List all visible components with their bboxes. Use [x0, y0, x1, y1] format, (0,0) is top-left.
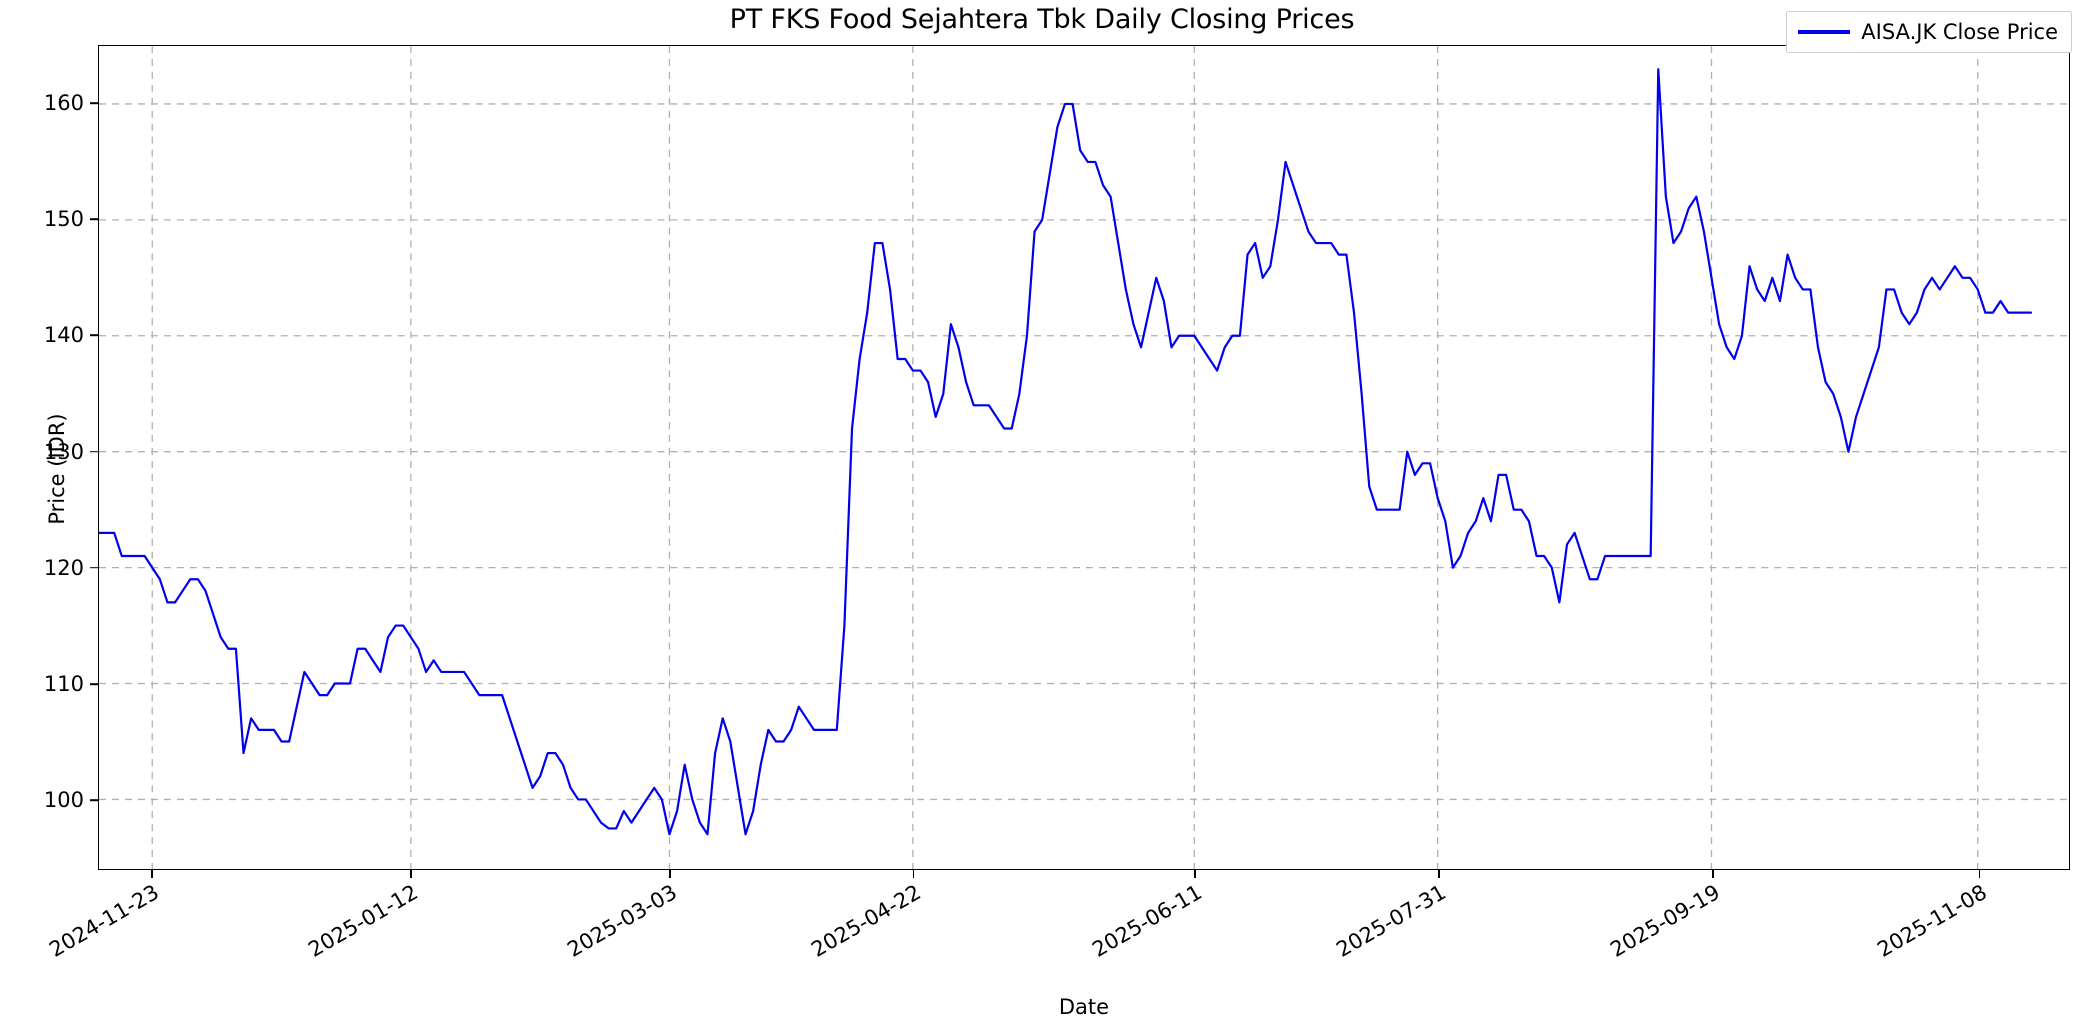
- x-tick-mark: [1712, 870, 1714, 878]
- x-axis-tick-marks: [98, 870, 2070, 880]
- x-tick-label: 2025-07-31: [1332, 880, 1451, 962]
- x-tick-label: 2024-11-23: [45, 880, 164, 962]
- y-tick-label: 160: [43, 91, 84, 116]
- x-tick-label: 2025-01-12: [304, 880, 423, 962]
- grid-lines: [99, 46, 2069, 869]
- x-axis-label: Date: [1058, 995, 1110, 1019]
- x-tick-mark: [151, 870, 153, 878]
- y-tick-mark: [90, 567, 98, 569]
- y-tick-label: 100: [43, 788, 84, 813]
- y-axis-tick-marks: [0, 45, 98, 870]
- x-tick-mark: [669, 870, 671, 878]
- x-tick-label: 2025-03-03: [563, 880, 682, 962]
- y-tick-mark: [90, 102, 98, 104]
- x-tick-mark: [1194, 870, 1196, 878]
- x-tick-label: 2025-09-19: [1606, 880, 1725, 962]
- x-tick-mark: [410, 870, 412, 878]
- x-axis-tick-labels: 2024-11-23 2025-01-12 2025-03-03 2025-04-22…: [46, 880, 2070, 1000]
- y-tick-label: 150: [43, 207, 84, 232]
- x-tick-mark: [1438, 870, 1440, 878]
- y-tick-label: 140: [43, 323, 84, 348]
- page-title: PT FKS Food Sejahtera Tbk Daily Closing …: [729, 4, 1355, 35]
- y-tick-mark: [90, 683, 98, 685]
- legend-line-swatch-icon: [1798, 30, 1851, 34]
- y-tick-mark: [90, 799, 98, 802]
- x-tick-label: 2025-04-22: [806, 880, 925, 962]
- x-tick-label: 2025-06-11: [1088, 880, 1207, 962]
- chart-legend: AISA.JK Close Price: [1786, 11, 2072, 53]
- x-tick-label: 2025-11-08: [1872, 880, 1991, 962]
- plot-area: [98, 45, 2070, 870]
- legend-entry-label: AISA.JK Close Price: [1861, 20, 2058, 44]
- x-tick-mark: [912, 870, 915, 878]
- y-axis-label: Price (IDR): [45, 413, 69, 525]
- y-tick-label: 110: [43, 672, 84, 697]
- y-axis-tick-labels: 100 110 120 130 140 150 160: [0, 45, 84, 870]
- price-line-series: [99, 46, 2069, 869]
- y-tick-mark: [90, 218, 98, 221]
- y-tick-label: 120: [43, 555, 84, 580]
- x-tick-mark: [1978, 870, 1981, 878]
- y-tick-mark: [90, 334, 98, 337]
- y-tick-label: 130: [43, 439, 84, 464]
- y-tick-mark: [90, 450, 98, 453]
